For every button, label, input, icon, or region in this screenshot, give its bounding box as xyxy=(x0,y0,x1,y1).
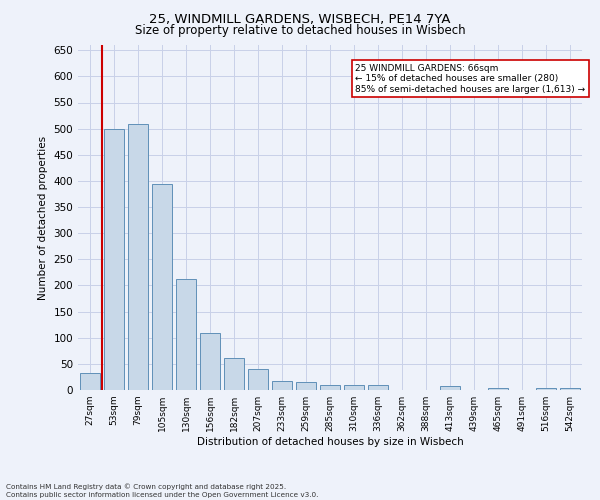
Bar xyxy=(104,128,124,390)
Bar xyxy=(488,388,508,390)
Bar xyxy=(224,358,244,390)
Bar xyxy=(200,332,220,390)
Bar xyxy=(560,388,580,390)
Bar xyxy=(176,279,196,390)
Bar xyxy=(440,386,460,390)
Bar xyxy=(368,386,388,390)
Y-axis label: Number of detached properties: Number of detached properties xyxy=(38,136,48,300)
X-axis label: Distribution of detached houses by size in Wisbech: Distribution of detached houses by size … xyxy=(197,437,463,447)
Bar xyxy=(128,124,148,390)
Text: 25, WINDMILL GARDENS, WISBECH, PE14 7YA: 25, WINDMILL GARDENS, WISBECH, PE14 7YA xyxy=(149,12,451,26)
Text: 25 WINDMILL GARDENS: 66sqm
← 15% of detached houses are smaller (280)
85% of sem: 25 WINDMILL GARDENS: 66sqm ← 15% of deta… xyxy=(355,64,586,94)
Bar xyxy=(344,386,364,390)
Bar xyxy=(536,388,556,390)
Bar xyxy=(248,369,268,390)
Bar xyxy=(80,373,100,390)
Text: Size of property relative to detached houses in Wisbech: Size of property relative to detached ho… xyxy=(134,24,466,37)
Bar xyxy=(320,385,340,390)
Text: Contains HM Land Registry data © Crown copyright and database right 2025.
Contai: Contains HM Land Registry data © Crown c… xyxy=(6,484,319,498)
Bar xyxy=(272,380,292,390)
Bar xyxy=(296,382,316,390)
Bar xyxy=(152,184,172,390)
